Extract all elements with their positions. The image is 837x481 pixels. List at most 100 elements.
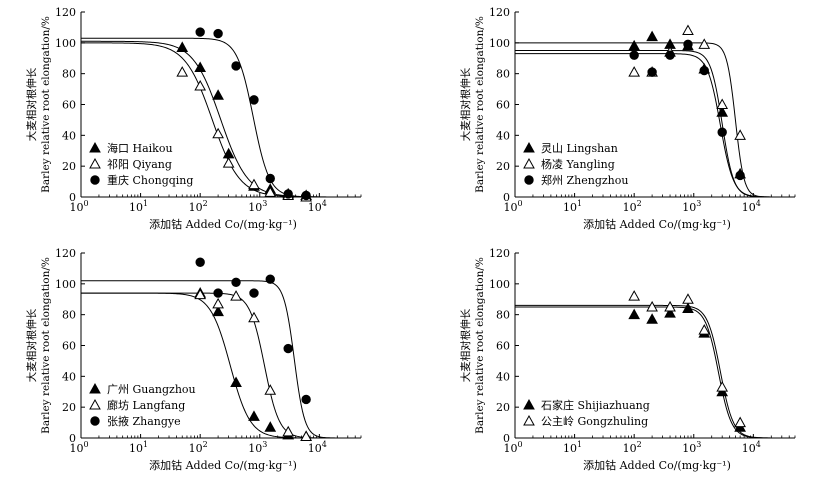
data-point-series-2 [264,186,277,197]
y-axis-label-en: Barley relative root elongation/% [474,16,486,193]
data-point-series-1 [212,305,224,317]
chart-panel-2: 0 20 40 60 80 100 120 100 101 102 103 104 添加钴 Added … [459,6,796,231]
data-point-series-3 [249,95,259,105]
data-point-series-2 [212,297,224,309]
data-point-series-1 [194,61,207,72]
x-tick-label: 103 [682,199,701,214]
data-point-series-2 [194,79,207,91]
data-point-series-2 [698,38,711,49]
y-axis-label-en: Barley relative root elongation/% [40,16,52,193]
y-tick-label: 80 [496,309,510,322]
data-point-series-2 [682,24,694,35]
data-point-series-2 [282,425,295,437]
legend-label: 郑州 Zhengzhou [541,173,628,187]
data-point-series-2 [248,178,260,190]
x-tick-label: 100 [69,199,88,214]
y-tick-label: 60 [496,99,510,112]
data-point-series-2 [176,66,189,77]
data-point-series-3 [699,65,709,76]
x-tick-label: 103 [682,440,701,455]
data-point-series-3 [665,50,675,60]
x-tick-label: 102 [623,199,642,214]
legend-label: 张掖 Zhangye [107,414,181,428]
legend-label: 海口 Haikou [107,141,173,155]
x-axis-label: 添加钴 Added Co/(mg·kg⁻¹) [149,217,297,231]
legend-label: 祁阳 Qiyang [107,157,172,171]
y-tick-label: 20 [62,160,76,173]
legend-marker [523,157,535,169]
data-point-series-3 [195,27,205,37]
data-point-series-1 [176,41,189,52]
y-tick-label: 120 [489,247,510,260]
chart-panel-3: 0 20 40 60 80 100 120 100 101 102 103 104 添加钴 Added … [25,247,362,472]
y-tick-label: 120 [55,247,76,260]
chart-panel-4: 0 20 40 60 80 100 120 100 101 102 103 104 添加钴 Added … [459,247,796,472]
data-point-series-3 [647,67,657,77]
y-axis-label-cn: 大麦相对根伸长 [459,308,472,382]
data-point-series-2 [194,288,207,300]
x-tick-label: 103 [248,440,267,455]
data-point-series-2 [212,127,224,139]
y-tick-label: 120 [489,6,510,19]
x-tick-label: 101 [563,199,582,214]
legend-marker [89,382,101,394]
data-point-series-2 [646,300,658,312]
x-tick-label: 104 [742,199,761,214]
y-axis-label-cn: 大麦相对根伸长 [459,67,472,141]
data-point-series-3 [717,127,727,137]
data-point-series-3 [213,28,223,39]
chart-panel-1: 0 20 40 60 80 100 120 100 101 102 103 104 添加钴 Added … [25,6,362,231]
legend-label: 石家庄 Shijiazhuang [541,398,650,412]
data-point-series-1 [264,421,277,432]
data-point-series-1 [212,89,224,100]
fit-curve-series-3 [515,53,795,198]
legend-label: 广州 Guangzhou [107,383,196,396]
data-point-series-1 [628,308,641,320]
data-point-series-2 [698,324,711,335]
data-point-series-3 [249,288,259,298]
x-tick-label: 104 [308,440,327,455]
x-tick-label: 102 [189,199,208,214]
legend-marker [90,175,100,185]
x-tick-label: 100 [503,199,522,214]
data-point-series-3 [683,39,693,50]
data-point-series-2 [734,129,746,140]
data-point-series-3 [301,394,311,405]
legend-label: 重庆 Chongqing [107,173,193,187]
legend-marker [523,398,535,410]
data-point-series-3 [283,343,293,354]
x-tick-label: 102 [189,440,208,455]
y-tick-label: 60 [496,340,510,353]
x-axis-label: 添加钴 Added Co/(mg·kg⁻¹) [583,458,731,472]
y-tick-label: 40 [62,370,76,383]
data-point-series-3 [301,190,311,201]
data-point-series-3 [265,274,275,284]
data-point-series-2 [230,290,242,301]
y-tick-label: 0 [69,432,76,445]
data-point-series-2 [222,157,235,168]
y-tick-label: 60 [62,99,76,112]
data-point-series-1 [248,410,260,421]
y-axis-label-en: Barley relative root elongation/% [40,257,52,434]
y-tick-label: 100 [489,37,510,50]
data-point-series-3 [283,189,293,199]
y-tick-label: 0 [503,191,510,204]
legend-label: 杨凌 Yangling [541,157,615,171]
data-point-series-3 [231,61,241,71]
y-tick-label: 100 [55,278,76,291]
x-tick-label: 101 [129,440,148,455]
data-point-series-1 [628,39,641,51]
data-point-series-3 [231,277,241,287]
data-point-series-2 [716,98,729,109]
data-point-series-2 [682,293,694,304]
x-axis-label: 添加钴 Added Co/(mg·kg⁻¹) [583,217,731,231]
fit-curve-series-2 [515,42,795,198]
y-tick-label: 120 [55,6,76,19]
fit-curve-series-2 [515,304,795,439]
fit-curve-series-3 [81,37,361,198]
legend-label: 灵山 Lingshan [541,142,618,155]
data-point-series-3 [735,170,745,181]
fit-curve-series-3 [81,280,361,439]
x-axis-label: 添加钴 Added Co/(mg·kg⁻¹) [149,458,297,472]
